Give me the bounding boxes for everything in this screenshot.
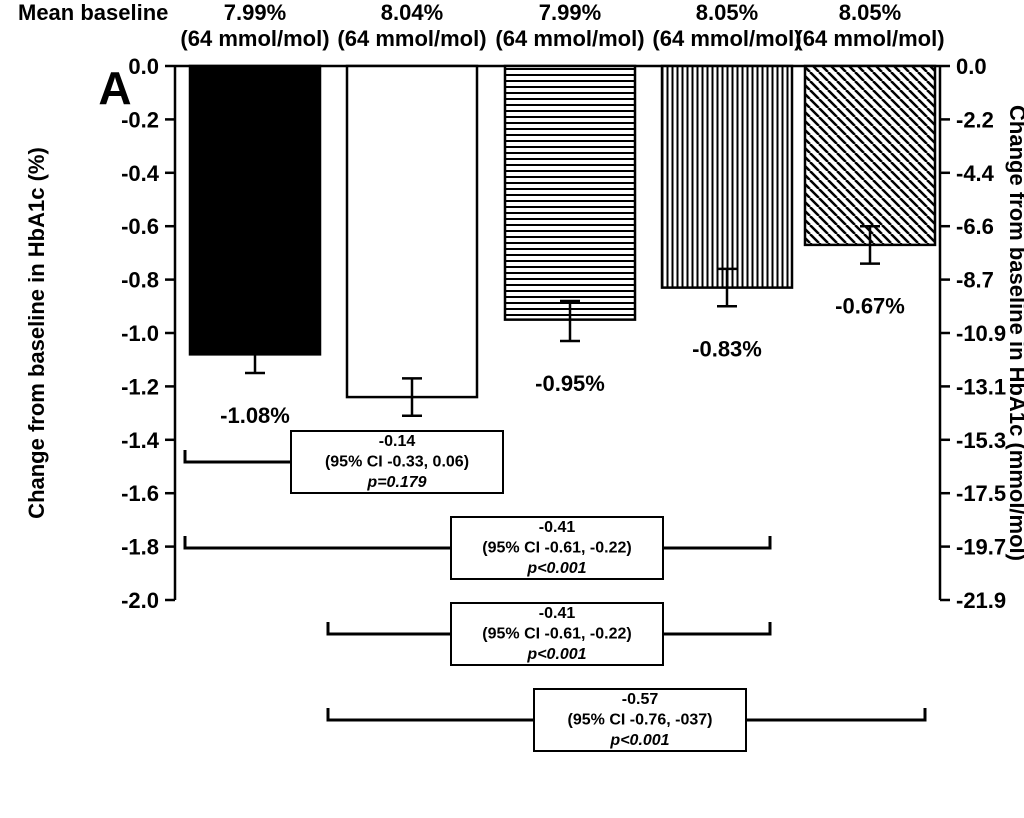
ytick-label-left: -1.0 [121, 321, 159, 346]
ytick-label-right: -15.3 [956, 428, 1006, 453]
baseline-sub: (64 mmol/mol) [795, 26, 944, 51]
ytick-label-left: -0.4 [121, 161, 160, 186]
ytick-label-right: -13.1 [956, 374, 1006, 399]
y-axis-title-left: Change from baseline in HbA1c (%) [24, 147, 49, 519]
bar-value-label: -0.67% [835, 294, 905, 319]
baseline-sub: (64 mmol/mol) [652, 26, 801, 51]
comparison-connector [328, 622, 451, 634]
ytick-label-right: -8.7 [956, 268, 994, 293]
baseline-sub: (64 mmol/mol) [337, 26, 486, 51]
baseline-percent: 7.99% [539, 0, 601, 25]
ytick-label-left: -0.6 [121, 214, 159, 239]
baseline-sub: (64 mmol/mol) [180, 26, 329, 51]
comparison-text: -0.57 [622, 691, 659, 708]
ytick-label-right: -6.6 [956, 214, 994, 239]
y-axis-title-right: Change from baseline in HbA1c (mmol/mol) [1005, 105, 1024, 561]
bar-value-label: -0.83% [692, 336, 762, 361]
comparison-connector [663, 536, 770, 548]
bar [190, 66, 320, 354]
ytick-label-right: -17.5 [956, 481, 1006, 506]
comparison-text: -0.41 [539, 605, 576, 622]
ytick-label-right: 0.0 [956, 54, 987, 79]
comparison-connector [185, 450, 291, 462]
ytick-label-right: -10.9 [956, 321, 1006, 346]
comparison-connector [185, 536, 451, 548]
comparison-text: p<0.001 [526, 560, 586, 577]
comparison-text: p=0.179 [366, 474, 426, 491]
baseline-percent: 8.05% [696, 0, 758, 25]
comparison-text: p<0.001 [526, 646, 586, 663]
ytick-label-left: -2.0 [121, 588, 159, 613]
ytick-label-left: 0.0 [128, 54, 159, 79]
comparison-connector [746, 708, 925, 720]
comparison-text: (95% CI -0.33, 0.06) [325, 454, 469, 471]
ytick-label-left: -1.4 [121, 428, 160, 453]
ytick-label-right: -2.2 [956, 107, 994, 132]
comparison-text: -0.14 [379, 433, 416, 450]
ytick-label-left: -1.2 [121, 374, 159, 399]
bar [805, 66, 935, 245]
baseline-percent: 8.04% [381, 0, 443, 25]
bar [662, 66, 792, 288]
comparison-connector [663, 622, 770, 634]
baseline-header-label: Mean baseline [18, 0, 168, 25]
bar [347, 66, 477, 397]
hba1c-change-bar-chart: Mean baseline7.99%(64 mmol/mol)8.04%(64 … [0, 0, 1024, 818]
ytick-label-left: -1.6 [121, 481, 159, 506]
comparison-text: p<0.001 [609, 732, 669, 749]
ytick-label-left: -0.8 [121, 268, 159, 293]
ytick-label-left: -1.8 [121, 535, 159, 560]
ytick-label-right: -4.4 [956, 161, 995, 186]
panel-label: A [98, 62, 131, 114]
bar-value-label: -0.95% [535, 371, 605, 396]
comparison-connector [328, 708, 534, 720]
comparison-text: (95% CI -0.61, -0.22) [482, 626, 631, 643]
comparison-text: -0.41 [539, 519, 576, 536]
baseline-percent: 8.05% [839, 0, 901, 25]
baseline-percent: 7.99% [224, 0, 286, 25]
comparison-text: (95% CI -0.61, -0.22) [482, 540, 631, 557]
bar-value-label: -1.08% [220, 403, 290, 428]
ytick-label-right: -19.7 [956, 535, 1006, 560]
comparison-text: (95% CI -0.76, -037) [568, 712, 713, 729]
baseline-sub: (64 mmol/mol) [495, 26, 644, 51]
ytick-label-right: -21.9 [956, 588, 1006, 613]
bar [505, 66, 635, 320]
